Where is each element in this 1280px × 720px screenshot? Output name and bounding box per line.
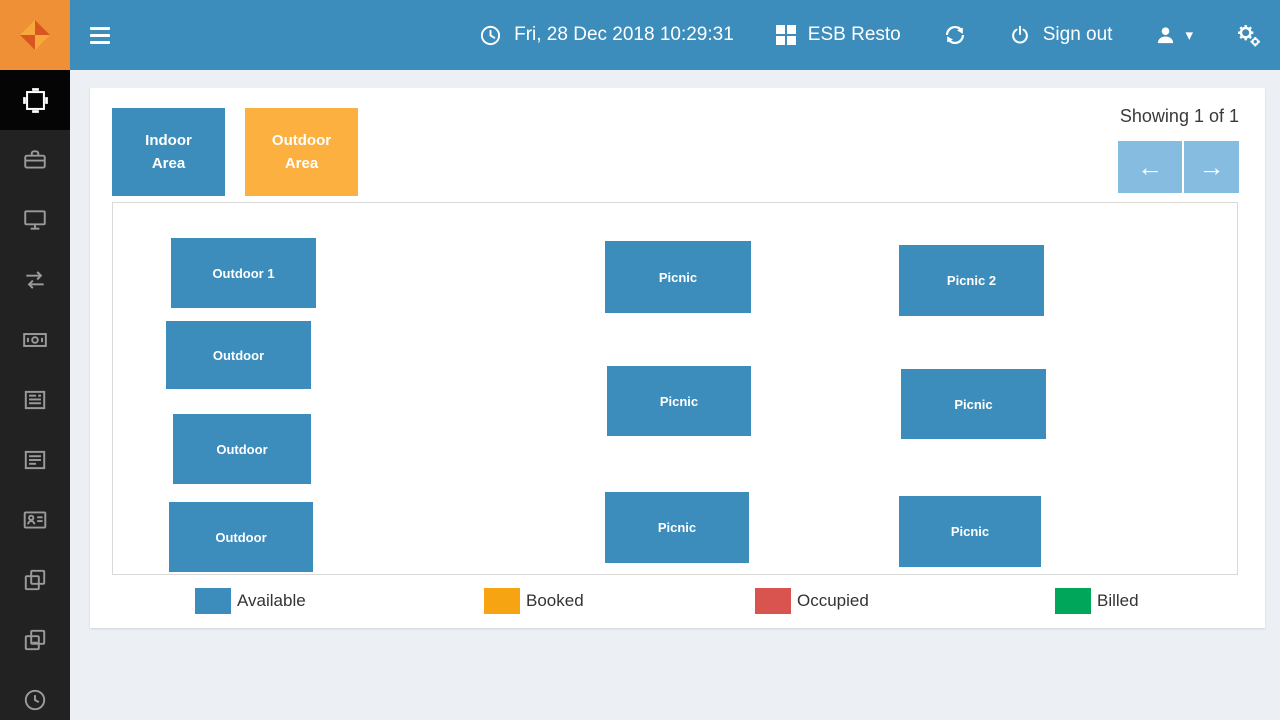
sidebar-item-invoice[interactable] — [0, 370, 70, 430]
prev-page-button[interactable]: ← — [1118, 141, 1182, 193]
legend-swatch-booked — [484, 588, 520, 614]
legend-swatch-billed — [1055, 588, 1091, 614]
report-icon — [24, 450, 46, 470]
table-6-picnic[interactable]: Picnic — [607, 366, 751, 436]
table-8-picnic-2[interactable]: Picnic 2 — [899, 245, 1044, 316]
sidebar-toggle-button[interactable] — [90, 26, 110, 44]
user-icon — [1158, 26, 1174, 43]
sidebar-item-copy[interactable] — [0, 550, 70, 610]
datetime-group: Fri, 28 Dec 2018 10:29:31 — [479, 24, 734, 47]
sidebar-item-contact-card[interactable] — [0, 490, 70, 550]
user-menu-button[interactable]: ▾ — [1154, 24, 1193, 47]
sidebar-item-briefcase[interactable] — [0, 130, 70, 190]
main-content: Indoor Area Outdoor Area Showing 1 of 1 ←… — [70, 70, 1280, 720]
table-7-picnic[interactable]: Picnic — [605, 492, 749, 563]
sidebar-item-cash[interactable] — [0, 310, 70, 370]
top-navbar: Fri, 28 Dec 2018 10:29:31 ESB Resto — [0, 0, 1280, 70]
clock-icon — [24, 689, 46, 711]
legend-label: Booked — [526, 591, 584, 610]
table-10-picnic[interactable]: Picnic — [899, 496, 1041, 567]
next-page-button[interactable]: → — [1184, 141, 1239, 193]
monitor-icon — [24, 210, 46, 230]
pagination-status: Showing 1 of 1 — [1119, 106, 1239, 126]
table-1-outdoor-1[interactable]: Outdoor 1 — [171, 238, 316, 308]
app-menu-button[interactable]: ESB Resto — [775, 24, 901, 46]
sidebar-item-history[interactable] — [0, 670, 70, 720]
legend-item-occupied: Occupied — [755, 588, 869, 614]
clock-icon — [481, 25, 501, 45]
sidebar — [0, 70, 70, 720]
legend-label: Billed — [1097, 591, 1139, 610]
right-arrow-icon: → — [1198, 151, 1225, 182]
briefcase-icon — [24, 150, 46, 169]
table-5-picnic[interactable]: Picnic — [605, 241, 751, 313]
cash-icon — [23, 333, 47, 347]
sidebar-item-table-layout[interactable] — [0, 70, 70, 130]
legend-label: Available — [237, 591, 306, 610]
table-3-outdoor[interactable]: Outdoor — [173, 414, 311, 484]
table-2-outdoor[interactable]: Outdoor — [166, 321, 311, 389]
legend-swatch-occupied — [755, 588, 791, 614]
refresh-icon — [945, 26, 964, 44]
sidebar-item-duplicate[interactable] — [0, 610, 70, 670]
grid-icon — [775, 25, 796, 45]
legend-item-booked: Booked — [484, 588, 584, 614]
gears-icon — [1238, 24, 1260, 46]
legend-label: Occupied — [797, 591, 869, 610]
datetime-label: Fri, 28 Dec 2018 10:29:31 — [514, 24, 734, 45]
power-icon — [1011, 25, 1028, 44]
sign-out-label: Sign out — [1042, 24, 1113, 45]
sidebar-item-transfer[interactable] — [0, 250, 70, 310]
caret-down-icon: ▾ — [1185, 27, 1193, 44]
legend-item-billed: Billed — [1055, 588, 1139, 614]
contact-card-icon — [23, 511, 47, 529]
pagination: Showing 1 of 1 ← → — [1118, 106, 1239, 193]
app-logo[interactable] — [0, 0, 70, 70]
invoice-icon — [24, 390, 46, 410]
legend-item-available: Available — [195, 588, 306, 614]
table-9-picnic[interactable]: Picnic — [901, 369, 1046, 439]
settings-button[interactable] — [1235, 22, 1262, 49]
table-layout-icon — [22, 87, 48, 113]
area-tabs: Indoor Area Outdoor Area — [112, 108, 358, 196]
sidebar-item-monitor[interactable] — [0, 190, 70, 250]
floor-plan: Outdoor 1 Outdoor Outdoor Outdoor Picnic Picn… — [112, 202, 1238, 575]
refresh-button[interactable] — [943, 23, 967, 47]
sidebar-item-report[interactable] — [0, 430, 70, 490]
duplicate-icon — [24, 629, 46, 651]
table-4-outdoor[interactable]: Outdoor — [169, 502, 313, 572]
sign-out-button[interactable]: Sign out — [1009, 24, 1113, 46]
area-tab-outdoor-area[interactable]: Outdoor Area — [245, 108, 358, 196]
floor-plan-card: Indoor Area Outdoor Area Showing 1 of 1 ←… — [90, 88, 1265, 628]
copy-icon — [24, 569, 46, 591]
transfer-icon — [26, 271, 44, 289]
legend-swatch-available — [195, 588, 231, 614]
app-name-label: ESB Resto — [807, 24, 901, 45]
logo-diamond-icon — [20, 20, 50, 50]
left-arrow-icon: ← — [1137, 151, 1163, 182]
area-tab-indoor-area[interactable]: Indoor Area — [112, 108, 225, 196]
